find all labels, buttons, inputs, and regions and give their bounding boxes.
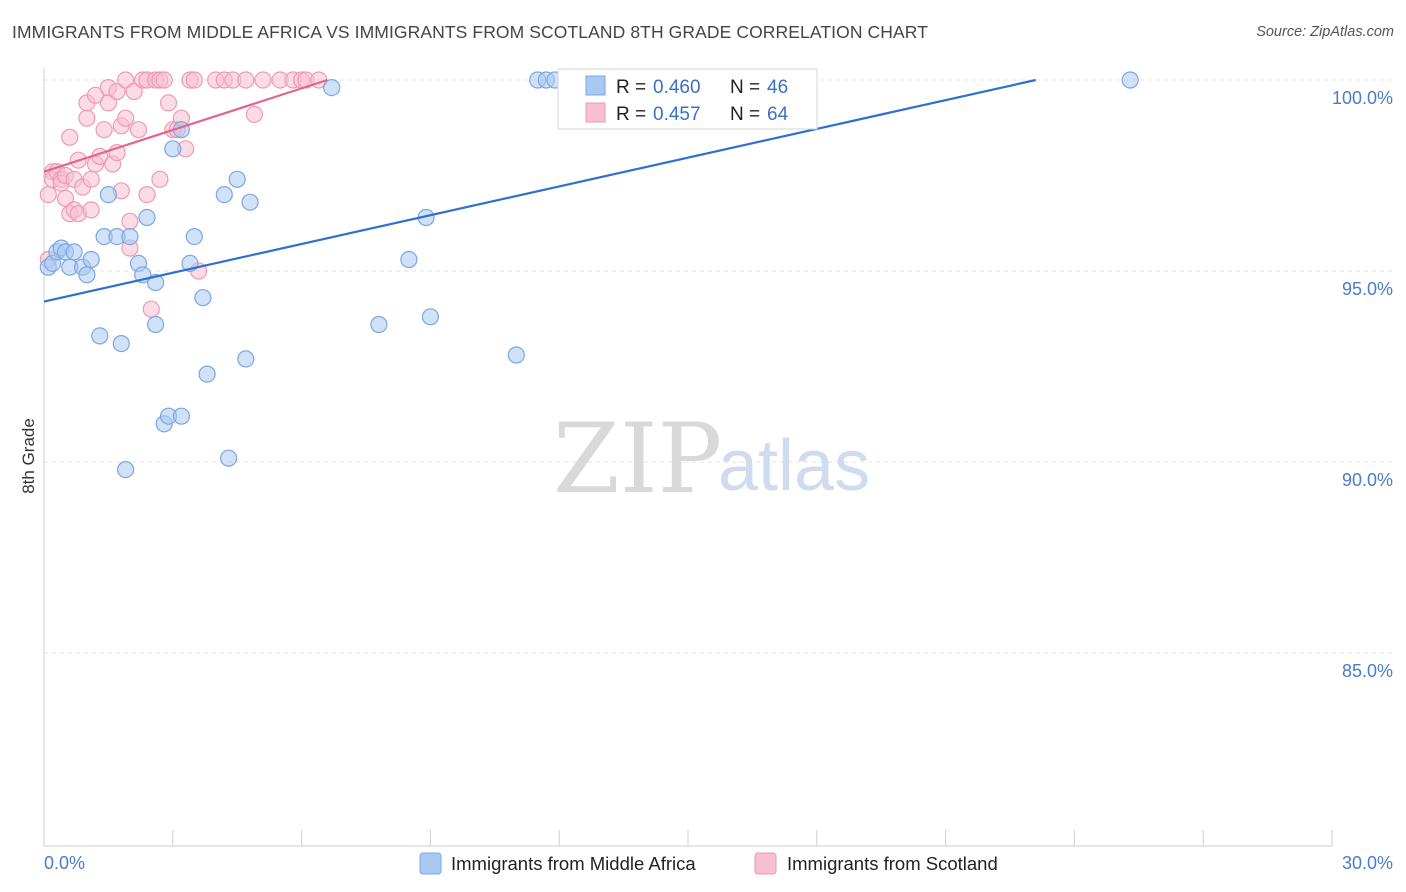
- point-scotland-57: [245, 105, 263, 124]
- point-scotland-58: [254, 71, 272, 89]
- stats-n-label-blue: N =: [730, 77, 760, 98]
- point-middle-africa-16: [121, 228, 139, 246]
- stats-r-value-pink: 0.457: [653, 104, 701, 125]
- y-tick-label-1: 95.0%: [1342, 279, 1393, 299]
- point-middle-africa-19: [138, 208, 156, 227]
- point-scotland-23: [95, 121, 113, 139]
- point-middle-africa-32: [220, 449, 238, 467]
- stats-swatch-blue: [585, 75, 606, 96]
- point-scotland-31: [116, 71, 135, 89]
- point-middle-africa-10: [91, 327, 109, 345]
- point-scotland-35: [125, 82, 143, 101]
- x-tick-label-max: 30.0%: [1342, 853, 1393, 873]
- legend: Immigrants from Middle Africa Immigrants…: [419, 852, 998, 875]
- point-scotland-34: [121, 212, 139, 230]
- stats-n-value-pink: 64: [767, 104, 789, 125]
- point-middle-africa-37: [370, 315, 388, 334]
- source-label: Source: ZipAtlas.com: [1256, 24, 1394, 40]
- legend-swatch-middle-africa[interactable]: [419, 852, 442, 875]
- y-tick-labels: 100.0% 95.0% 90.0% 85.0%: [1332, 88, 1393, 681]
- point-middle-africa-41: [507, 346, 525, 364]
- watermark-atlas: atlas: [718, 426, 870, 506]
- point-middle-africa-21: [147, 315, 165, 334]
- point-middle-africa-15: [116, 461, 135, 479]
- series-middle-africa-points: [39, 71, 1139, 479]
- point-scotland-27: [108, 82, 126, 101]
- stats-r-label-blue: R =: [616, 77, 646, 98]
- point-scotland-51: [185, 71, 203, 89]
- stats-swatch-pink: [585, 102, 606, 123]
- point-middle-africa-24: [164, 140, 182, 158]
- point-scotland-44: [155, 71, 173, 89]
- point-middle-africa-38: [400, 250, 418, 269]
- point-middle-africa-33: [228, 170, 246, 188]
- stats-n-label-pink: N =: [730, 104, 760, 125]
- point-middle-africa-6: [65, 243, 83, 261]
- point-scotland-32: [116, 109, 135, 127]
- point-middle-africa-30: [198, 365, 216, 383]
- point-middle-africa-31: [215, 186, 233, 204]
- stats-n-value-blue: 46: [767, 77, 788, 98]
- point-middle-africa-35: [241, 193, 259, 211]
- point-scotland-0: [39, 186, 57, 204]
- x-ticks: [43, 830, 1333, 846]
- watermark-zip: ZIP: [553, 403, 722, 515]
- point-middle-africa-28: [185, 228, 203, 246]
- point-scotland-20: [86, 86, 105, 104]
- point-scotland-19: [82, 170, 100, 188]
- trend-line-middle-africa: [43, 78, 1036, 303]
- point-middle-africa-8: [78, 266, 96, 284]
- stats-r-label-pink: R =: [616, 104, 646, 125]
- y-tick-label-2: 90.0%: [1342, 470, 1393, 490]
- point-scotland-40: [142, 300, 160, 318]
- x-tick-label-min: 0.0%: [44, 853, 85, 873]
- y-tick-label-3: 85.0%: [1342, 661, 1393, 681]
- legend-label-middle-africa[interactable]: Immigrants from Middle Africa: [451, 853, 696, 874]
- y-axis-label: 8th Grade: [19, 418, 38, 494]
- point-middle-africa-25: [172, 407, 190, 425]
- watermark: ZIP atlas: [553, 403, 870, 515]
- stats-r-value-blue: 0.460: [653, 77, 701, 98]
- point-middle-africa-12: [99, 186, 118, 204]
- point-middle-africa-29: [194, 289, 212, 307]
- point-scotland-56: [237, 71, 255, 89]
- point-scotland-9: [61, 128, 79, 146]
- stats-box: R = 0.460 N = 46 R = 0.457 N = 64: [557, 68, 818, 130]
- point-middle-africa-14: [112, 335, 130, 353]
- point-middle-africa-36: [323, 78, 341, 97]
- y-tick-label-0: 100.0%: [1332, 88, 1393, 108]
- point-scotland-43: [151, 170, 169, 188]
- point-middle-africa-45: [1121, 71, 1139, 89]
- point-scotland-45: [159, 94, 178, 112]
- point-middle-africa-34: [237, 350, 255, 368]
- point-scotland-39: [138, 186, 156, 204]
- legend-label-scotland[interactable]: Immigrants from Scotland: [787, 853, 998, 874]
- point-scotland-36: [129, 121, 148, 139]
- legend-swatch-scotland[interactable]: [754, 852, 777, 875]
- chart-title: IMMIGRANTS FROM MIDDLE AFRICA VS IMMIGRA…: [12, 22, 928, 42]
- point-scotland-18: [82, 201, 100, 219]
- trend-lines: [43, 78, 1036, 303]
- point-middle-africa-9: [82, 250, 100, 269]
- point-middle-africa-40: [421, 308, 439, 326]
- trend-line-scotland: [43, 78, 328, 173]
- point-scotland-16: [78, 109, 96, 127]
